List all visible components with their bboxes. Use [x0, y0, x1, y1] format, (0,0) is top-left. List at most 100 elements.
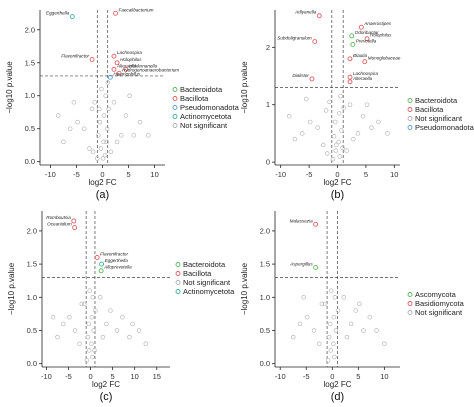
point-label: Oceanidium [47, 222, 72, 227]
data-point-significant [347, 56, 353, 62]
point-label: Eggerthella [105, 258, 129, 263]
x-tick-label: -5 [306, 170, 313, 179]
x-tick-label: -5 [73, 170, 80, 179]
x-tick-label: 5 [356, 372, 360, 381]
data-point-significant [111, 53, 117, 59]
x-tick-label: 5 [126, 170, 130, 179]
data-point-significant [364, 36, 370, 42]
data-point-not-significant [86, 348, 92, 353]
legend-label: Bacillota [180, 94, 209, 103]
data-point-not-significant [98, 295, 103, 300]
legend-marker [407, 116, 413, 121]
legend-marker [175, 262, 181, 267]
data-point-not-significant [92, 348, 97, 353]
data-point-not-significant [297, 321, 303, 327]
y-tick-label: 1.0 [27, 293, 37, 302]
legend-label: Not significant [415, 114, 463, 123]
legend-marker [407, 301, 413, 306]
data-point-not-significant [347, 102, 353, 107]
data-point-not-significant [332, 354, 337, 360]
data-point-not-significant [322, 301, 328, 307]
y-tick-label: 0.5 [260, 326, 270, 335]
x-axis-title: log2 FC [88, 178, 116, 187]
legend-label: Bacteroidota [415, 96, 458, 105]
y-tick-label: 1.0 [25, 91, 35, 100]
y-tick-label: 1.5 [260, 260, 270, 269]
legend-label: Bacteroidota [183, 260, 226, 269]
y-tick-label: 0.0 [260, 359, 270, 368]
data-point-not-significant [341, 105, 347, 110]
legend-marker [172, 96, 178, 101]
legend-marker [172, 123, 178, 128]
legend-marker [175, 280, 181, 285]
legend-label: Actinomycetota [183, 287, 235, 296]
data-point-not-significant [99, 86, 104, 92]
y-tick-label: 1.5 [25, 58, 35, 67]
y-tick-label: 0.5 [27, 326, 37, 335]
point-label: Prevotella [356, 38, 377, 43]
data-point-not-significant [337, 154, 343, 159]
legend-label: Actinomycetota [180, 112, 232, 121]
data-point-not-significant [304, 96, 309, 102]
data-point-not-significant [55, 113, 61, 118]
x-tick-label: -10 [275, 170, 286, 179]
y-tick-label: 0.0 [25, 157, 35, 166]
data-point-not-significant [87, 146, 92, 151]
data-point-significant [347, 74, 353, 80]
y-tick-label: 1.0 [260, 293, 270, 302]
data-point-not-significant [77, 341, 82, 347]
data-point-not-significant [364, 102, 370, 107]
data-point-not-significant [67, 126, 73, 131]
data-point-not-significant [104, 321, 109, 327]
data-point-not-significant [355, 131, 361, 136]
point-label: Monoglobaceae [368, 56, 401, 61]
legend-label: Pseudomonadota [415, 123, 474, 132]
point-label: Alteraella [116, 63, 137, 68]
point-label: Hydrogenoanaerobacterium [122, 67, 179, 72]
panel-c: -10 -5 0 5 10 15 0.0 0.5 1.0 1.5 2.0 Romboutsia Ocea… [7, 211, 235, 403]
point-label: Eggerthella [46, 11, 70, 16]
data-point-not-significant [301, 295, 306, 300]
legend-marker [175, 289, 181, 294]
data-point-not-significant [61, 139, 66, 145]
data-point-not-significant [317, 341, 322, 347]
data-point-not-significant [340, 145, 345, 151]
y-tick-label: 0.0 [27, 359, 37, 368]
data-point-not-significant [331, 134, 337, 139]
data-point-not-significant [374, 328, 379, 333]
data-point-not-significant [67, 314, 72, 320]
data-point-not-significant [108, 308, 113, 313]
panel-label: (c) [100, 391, 113, 403]
data-point-significant [309, 76, 315, 82]
panel-b: -10 -5 0 5 10 0 1 2 Adlyanella Anaerostipes Odorib… [240, 10, 474, 201]
point-label: Anaerostipes [363, 21, 392, 26]
data-point-not-significant [331, 314, 337, 320]
data-point-significant [99, 261, 105, 267]
x-axis-title: log2 FC [92, 380, 120, 389]
legend-marker [407, 98, 413, 103]
x-tick-label: 10 [390, 170, 398, 179]
point-label: Blautia [353, 53, 367, 58]
data-point-not-significant [331, 341, 336, 347]
point-label: Flavonifractor [100, 251, 128, 256]
data-point-not-significant [360, 113, 366, 119]
legend-marker [407, 125, 413, 130]
data-point-not-significant [97, 106, 102, 112]
point-label: Faecalibacterium [119, 7, 154, 12]
panel-d: -10 -5 0 5 10 0.0 0.5 1.0 1.5 2.0 Malassezia Asperg… [240, 211, 465, 403]
data-point-not-significant [348, 321, 354, 327]
legend-label: Bacillota [183, 269, 212, 278]
y-axis-title: −log10 p.value [7, 262, 16, 315]
data-point-significant [313, 264, 319, 270]
y-tick-label: 0.5 [25, 124, 35, 133]
x-tick-label: 10 [380, 372, 388, 381]
data-point-not-significant [286, 113, 292, 119]
data-point-not-significant [91, 328, 96, 333]
point-label: Dialister [292, 73, 309, 78]
data-point-not-significant [71, 100, 77, 105]
data-point-not-significant [60, 321, 66, 327]
legend-label: Ascomycota [415, 290, 457, 299]
y-tick-label: 2.0 [27, 226, 37, 235]
data-point-not-significant [89, 341, 94, 347]
data-point-significant [113, 10, 118, 16]
